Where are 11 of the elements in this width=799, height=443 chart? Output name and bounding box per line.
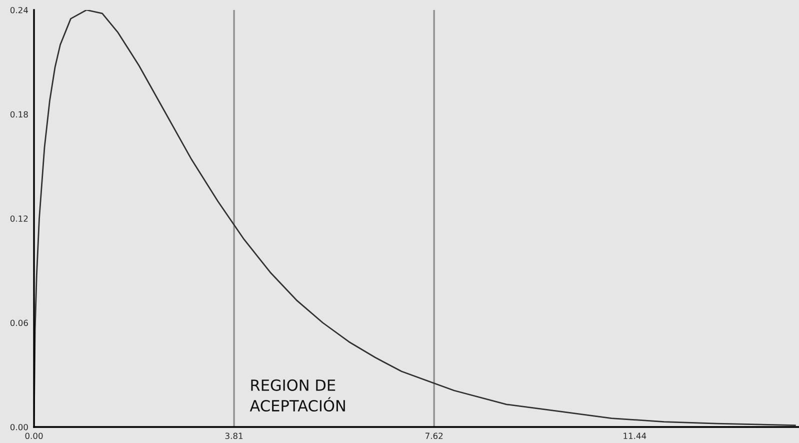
x-tick-label: 7.62 <box>425 432 443 440</box>
line-series <box>34 10 796 427</box>
y-tick-label: 0.00 <box>10 424 28 430</box>
x-tick-label: 11.44 <box>624 432 646 439</box>
y-tick-label: 0.12 <box>10 215 28 222</box>
x-tick-label: 3.81 <box>225 432 243 440</box>
y-tick-label: 0.24 <box>10 6 28 14</box>
x-tick-label: 0.00 <box>25 432 43 440</box>
y-tick-label: 0.18 <box>10 111 28 118</box>
annotation: REGION DE ACEPTACIÓN <box>250 379 345 412</box>
y-tick-label: 0.06 <box>10 320 28 326</box>
